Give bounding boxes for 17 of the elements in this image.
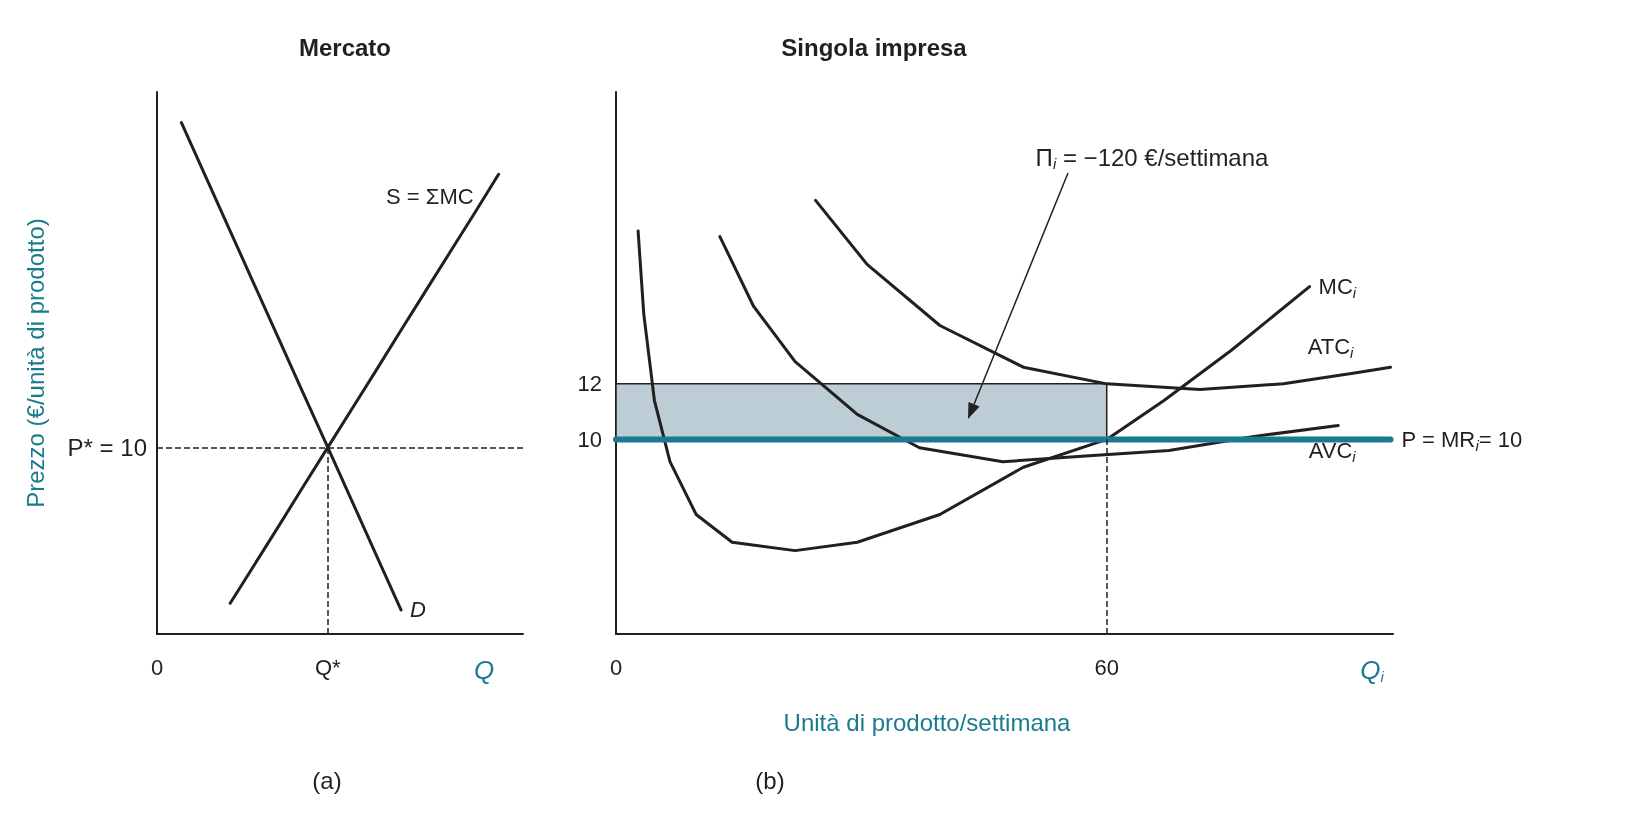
- x-tick-label: 0: [609, 654, 623, 680]
- x-axis-title: Q: [473, 655, 495, 685]
- x-tick-label: 60: [1094, 654, 1119, 680]
- series-label: D: [410, 597, 426, 623]
- x-tick-label: Q*: [314, 654, 342, 680]
- text: Unità di prodotto/settimana: [783, 708, 1072, 736]
- text: (a): [312, 766, 342, 794]
- chart-title: Mercato: [298, 33, 392, 61]
- chart-title: Singola impresa: [781, 33, 968, 61]
- y-axis-title: Prezzo (€/unità di prodotto): [21, 218, 49, 508]
- y-tick-label: 12: [577, 371, 602, 397]
- text: (b): [755, 766, 785, 794]
- x-axis-title: Qi: [1360, 655, 1385, 685]
- text: P* = 10: [67, 433, 147, 461]
- x-tick-label: 0: [150, 654, 164, 680]
- series-label: S = ΣMC: [386, 183, 474, 209]
- y-tick-label: 10: [577, 426, 602, 452]
